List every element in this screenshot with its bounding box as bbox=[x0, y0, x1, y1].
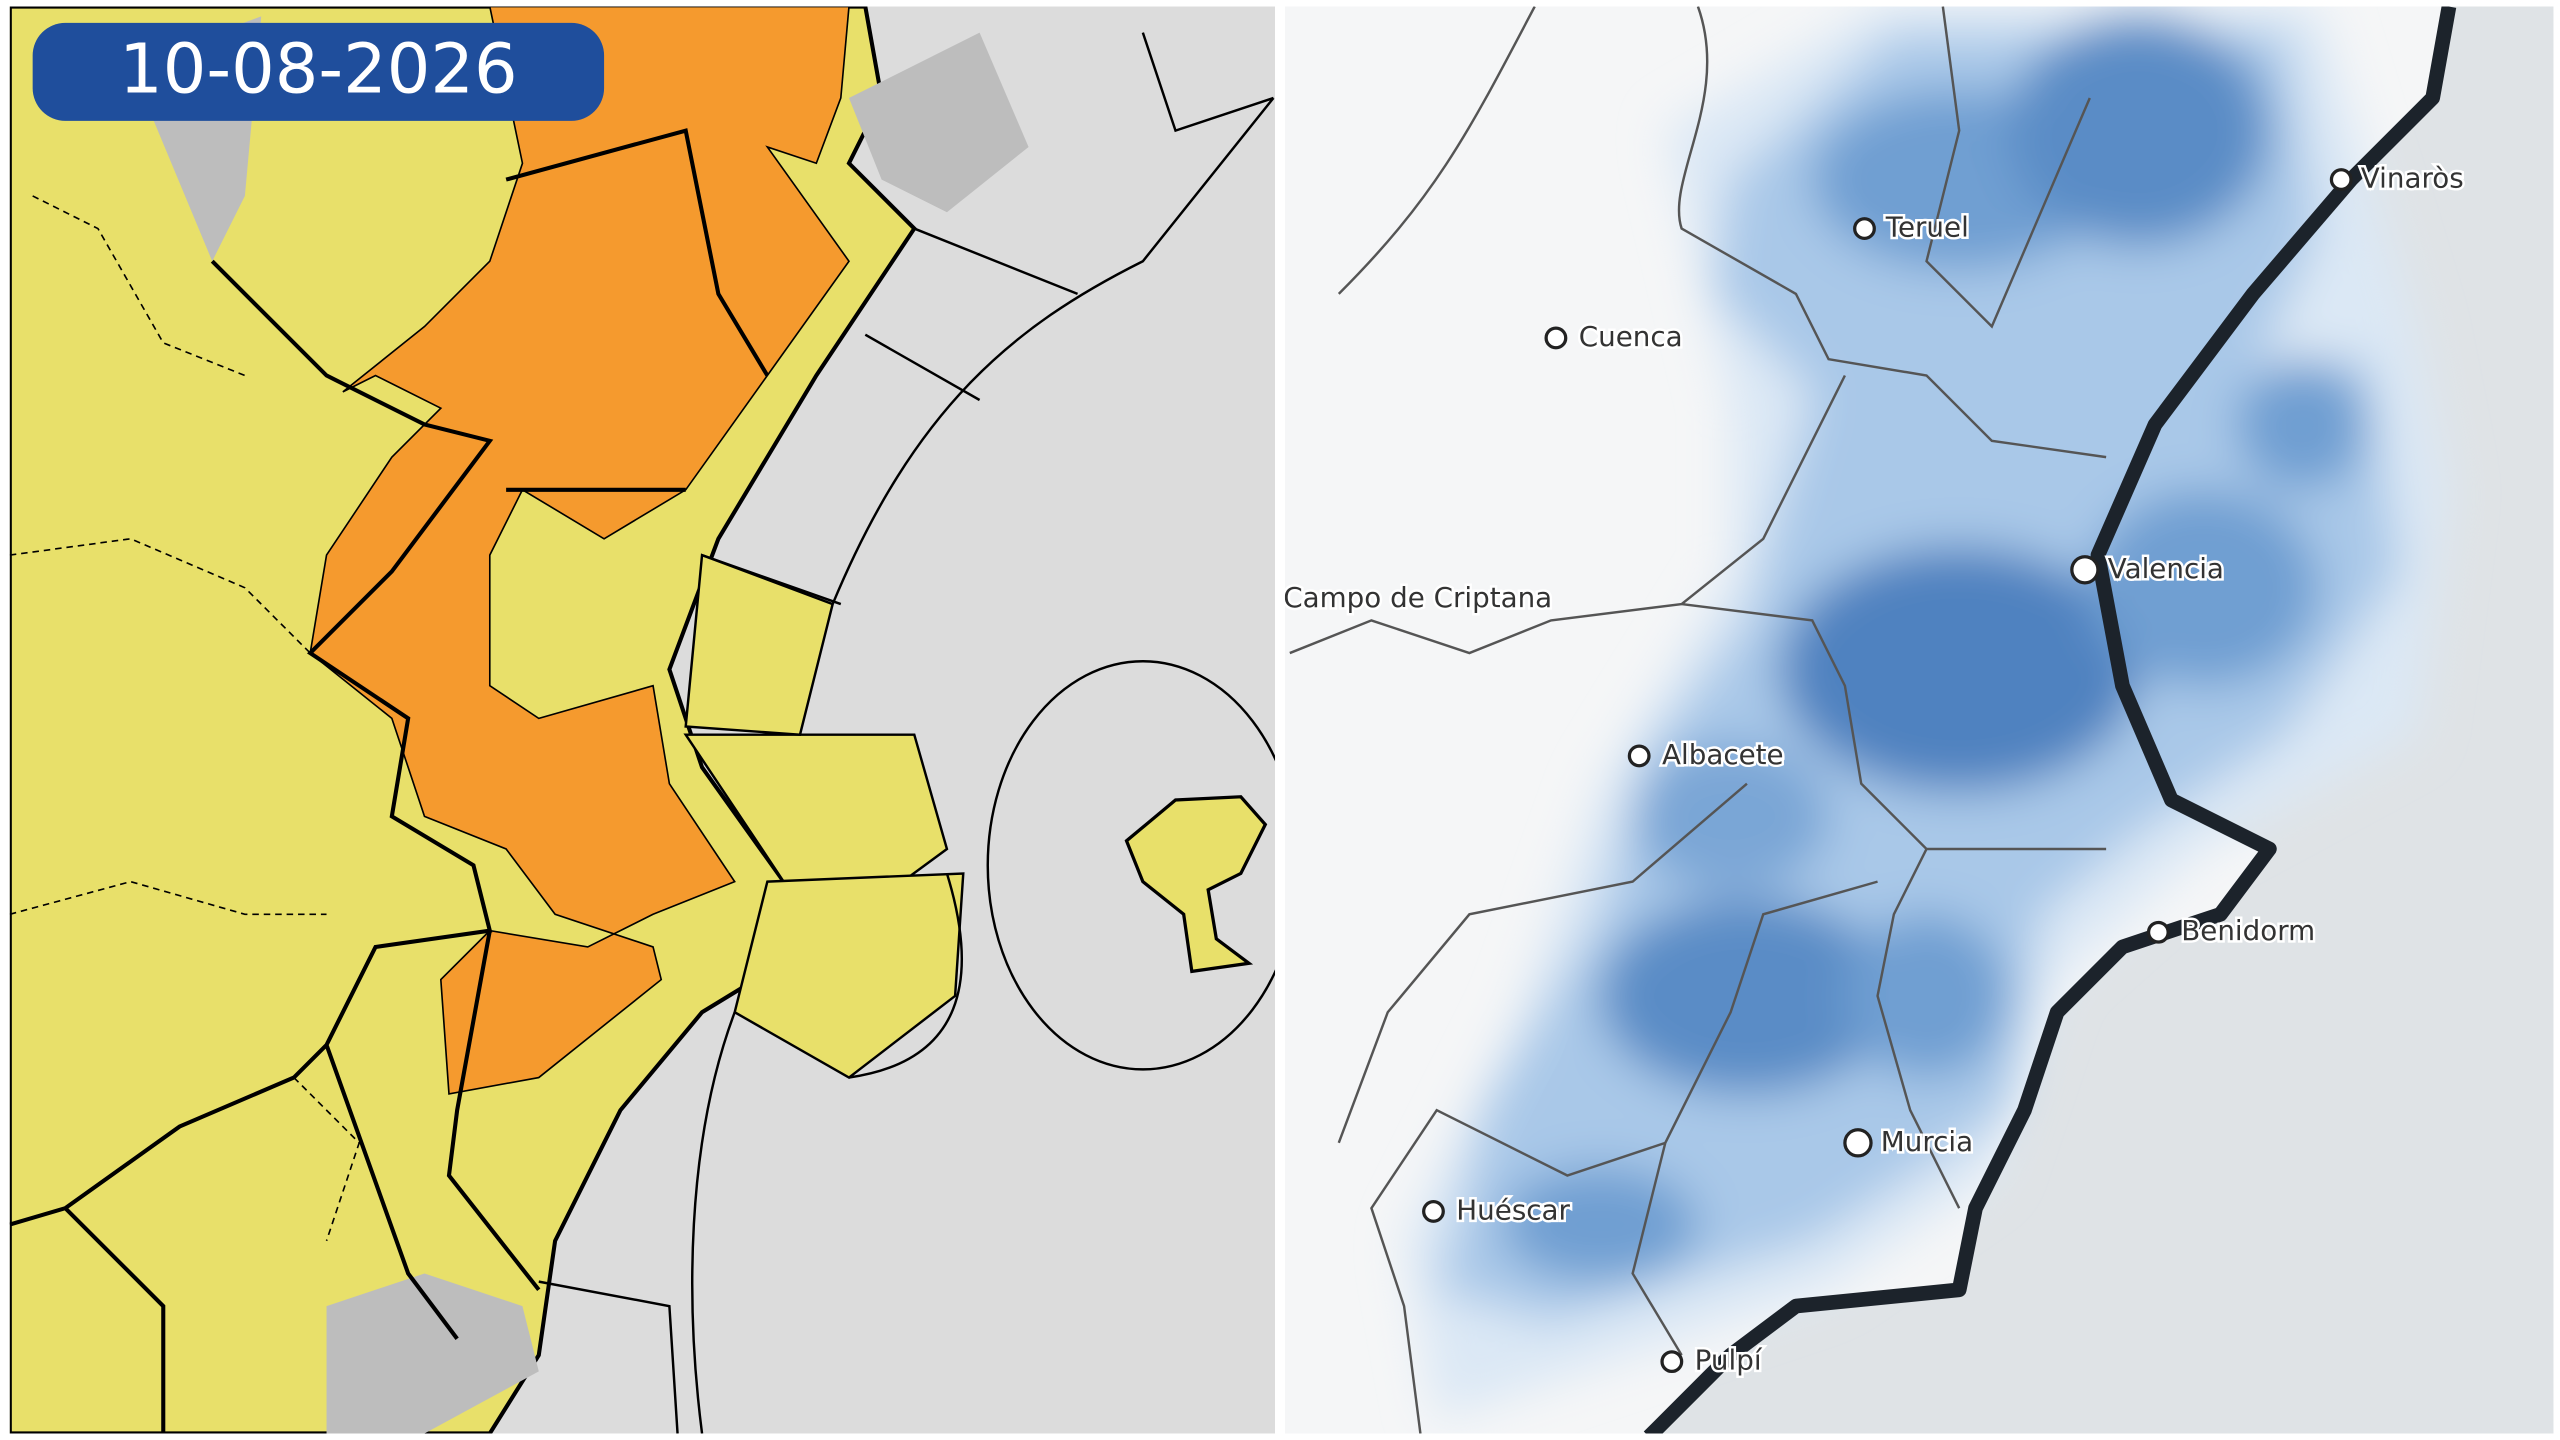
divider bbox=[1275, 0, 1285, 1440]
city-label: Murcia bbox=[1881, 1125, 1973, 1158]
city-dot bbox=[2329, 168, 2353, 192]
ibiza bbox=[1124, 795, 1268, 974]
city-label: Huéscar bbox=[1456, 1193, 1570, 1226]
sea-zone bbox=[733, 872, 965, 1080]
terrain-gray bbox=[848, 32, 1029, 213]
region-border bbox=[1643, 6, 2457, 1434]
city-dot bbox=[1660, 1350, 1684, 1374]
city-label: Albacete bbox=[1662, 738, 1784, 771]
date-badge bbox=[32, 22, 605, 121]
city-dot bbox=[1544, 326, 1568, 350]
city-dot bbox=[2146, 920, 2170, 944]
city-label: Pulpí bbox=[1695, 1344, 1763, 1377]
precipitation-map: Vinaròs Teruel Cuenca Campo de Criptana … bbox=[1283, 6, 2554, 1434]
city-label: Vinaròs bbox=[2361, 162, 2464, 195]
city-label: Cuenca bbox=[1579, 320, 1683, 353]
sea-zone bbox=[684, 553, 835, 736]
city-dot bbox=[1853, 217, 1876, 240]
admin-borders bbox=[1289, 6, 2107, 1434]
date-text: 10-08-2026 bbox=[119, 30, 517, 110]
warning-map: 10-08-2026 bbox=[9, 6, 1276, 1434]
marine-zone-lines bbox=[538, 32, 1275, 1434]
city-dot bbox=[1627, 744, 1651, 768]
terrain-gray bbox=[326, 1273, 539, 1434]
region-borders bbox=[9, 128, 770, 1434]
city-label: Campo de Criptana bbox=[1283, 581, 1552, 614]
city-dot bbox=[1843, 1128, 1873, 1158]
balearic-zone bbox=[986, 660, 1276, 1071]
province-borders bbox=[9, 195, 361, 1242]
city-label: Valencia bbox=[2108, 552, 2224, 585]
city-dot bbox=[2070, 555, 2100, 585]
precipitation bbox=[1404, 6, 2449, 1421]
city-label: Teruel bbox=[1885, 211, 1969, 244]
city-dot bbox=[1422, 1200, 1445, 1223]
city-label: Benidorm bbox=[2181, 914, 2315, 947]
